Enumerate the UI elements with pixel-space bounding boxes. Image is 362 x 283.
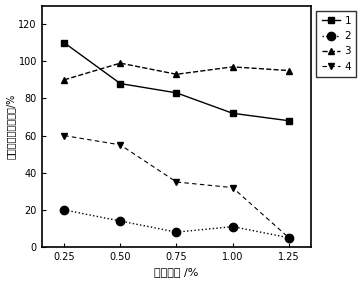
1: [118, 82, 122, 85]
1: [231, 112, 235, 115]
1: [287, 119, 291, 123]
1: [174, 91, 179, 95]
Line: 3: 3: [61, 60, 292, 83]
Legend: 1, 2, 3, 4: 1, 2, 3, 4: [316, 11, 357, 77]
Y-axis label: 乳酸氧化酶相对活性/%: 乳酸氧化酶相对活性/%: [5, 94, 16, 159]
3: [287, 69, 291, 72]
2: [62, 208, 66, 212]
4: [231, 186, 235, 189]
Line: 4: 4: [61, 132, 292, 241]
1: [62, 41, 66, 44]
3: [62, 78, 66, 82]
2: [174, 230, 179, 234]
4: [118, 143, 122, 147]
X-axis label: 材料浓度 /%: 材料浓度 /%: [154, 267, 199, 277]
3: [118, 61, 122, 65]
2: [287, 236, 291, 239]
4: [174, 180, 179, 184]
4: [287, 236, 291, 239]
3: [231, 65, 235, 68]
2: [118, 219, 122, 223]
2: [231, 225, 235, 228]
3: [174, 72, 179, 76]
Line: 1: 1: [62, 40, 291, 123]
Line: 2: 2: [60, 206, 293, 242]
4: [62, 134, 66, 137]
